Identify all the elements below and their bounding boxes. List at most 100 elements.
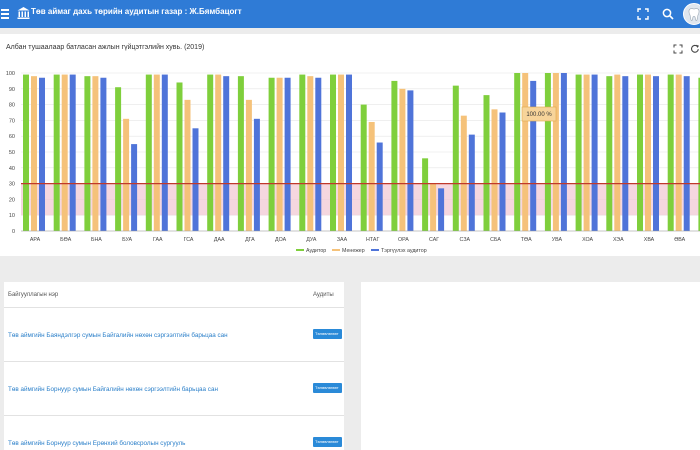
x-tick-label: ӨВА (674, 237, 685, 243)
bar-СБА-1 (491, 109, 498, 231)
bar-ХВА-0 (637, 74, 643, 231)
column-header-org: Байгууллагын нэр (8, 292, 59, 298)
bar-БУА-2 (131, 144, 138, 231)
bar-ГАА-2 (161, 74, 168, 231)
bar-ГАА-1 (153, 74, 160, 231)
avatar[interactable] (683, 3, 700, 25)
bar-ДОА-0 (268, 77, 275, 231)
bar-ӨВА-0 (667, 74, 674, 231)
table-row[interactable]: Төв аймгийн Борнуур сумын Ерөнхий боловс… (4, 416, 344, 450)
column-header-audit: Аудиты (313, 292, 334, 298)
x-tick-label: НТАГ (366, 237, 379, 243)
bar-ТӨА-1 (522, 73, 529, 231)
bar-ДГА-2 (253, 118, 260, 231)
bar-ЗАА-1 (338, 74, 344, 231)
menu-icon[interactable] (0, 4, 12, 24)
legend-label: Аудитор (306, 248, 326, 254)
y-tick-label: 80 (9, 103, 15, 109)
bar-ӨМ-0 (698, 77, 700, 231)
bar-АРА-2 (39, 77, 45, 231)
bar-ОРА-0 (391, 80, 398, 232)
bar-САГ-2 (438, 188, 445, 231)
bar-ДАА-1 (215, 74, 222, 231)
bar-БӨА-0 (53, 74, 60, 231)
x-tick-label: ХВА (644, 237, 655, 243)
bar-ТӨА-2 (530, 80, 537, 232)
bar-СБА-0 (483, 95, 490, 231)
bar-БНА-2 (100, 77, 107, 231)
bar-ДОА-2 (284, 77, 291, 231)
x-tick-label: ДУА (306, 237, 317, 243)
bar-ДУА-1 (307, 76, 314, 231)
status-badge: Төлөвлөгөөт (313, 329, 342, 339)
bar-ӨВА-1 (675, 74, 682, 231)
x-tick-label: ГСА (184, 237, 194, 243)
bar-ДОА-1 (276, 77, 283, 231)
bar-АРА-0 (23, 74, 29, 231)
tooltip-box (521, 106, 557, 122)
bar-НТАГ-0 (360, 104, 367, 231)
y-tick-label: 60 (9, 134, 15, 140)
status-badge: Төлөвлөгөөт (313, 383, 342, 393)
org-name-link[interactable]: Төв аймгийн Борнуур сумын Ерөнхий боловс… (8, 439, 186, 447)
bar-СЗА-0 (452, 85, 459, 231)
y-tick-label: 100 (6, 71, 15, 77)
fullscreen-icon[interactable] (673, 44, 683, 54)
legend-label: Менежер (342, 248, 365, 254)
bar-ДУА-0 (299, 74, 306, 231)
tooth-icon (688, 8, 700, 21)
bar-БУА-1 (123, 118, 130, 231)
x-tick-label: БУА (122, 237, 132, 243)
org-name-link[interactable]: Төв аймгийн Баяндэлгэр сумын Байгалийн н… (8, 331, 228, 339)
table-row[interactable]: Төв аймгийн Борнуур сумын Байгалийн нөхө… (4, 362, 344, 416)
org-name-link[interactable]: Төв аймгийн Борнуур сумын Байгалийн нөхө… (8, 385, 218, 393)
bar-ЗАА-2 (346, 74, 352, 231)
x-tick-label: БНА (91, 237, 102, 243)
x-tick-label: ДГА (245, 237, 255, 243)
bar-БНА-0 (84, 76, 91, 231)
bar-ДГА-0 (237, 76, 244, 231)
chart-title: Албан тушаалаар батласан ажлын гүйцэтгэл… (6, 44, 205, 51)
x-tick-label: БӨА (60, 237, 72, 243)
status-badge: Төлөвлөгөөт (313, 437, 342, 447)
bar-СБА-2 (499, 112, 506, 231)
bar-САГ-0 (422, 158, 429, 231)
bar-УВА-1 (552, 73, 559, 231)
bar-ХВА-1 (645, 74, 651, 231)
legend-label: Тэргүүлэх аудитор (381, 248, 427, 254)
x-tick-label: ХОА (582, 237, 593, 243)
table-row[interactable]: Төв аймгийн Баяндэлгэр сумын Байгалийн н… (4, 308, 344, 362)
bar-НТАГ-1 (368, 121, 375, 231)
bar-ДАА-2 (223, 76, 230, 231)
y-tick-label: 20 (9, 197, 15, 203)
x-tick-label: СБА (490, 237, 501, 243)
bar-БӨА-1 (61, 74, 68, 231)
header-divider (4, 307, 344, 308)
audit-table: Байгууллагын нэр Аудиты Төв аймгийн Баян… (4, 282, 344, 450)
bar-ДУА-2 (315, 77, 322, 231)
bar-ДГА-1 (245, 99, 252, 231)
threshold-band (21, 183, 700, 216)
top-bar: Төв аймаг дахь төрийн аудитын газар : Ж.… (0, 0, 700, 28)
bar-САГ-1 (430, 183, 437, 231)
bar-ГСА-1 (184, 99, 191, 231)
bank-icon (17, 7, 30, 19)
bar-ХЭА-0 (606, 76, 613, 231)
y-tick-label: 30 (9, 182, 15, 188)
bar-ӨВА-2 (683, 76, 690, 231)
x-tick-label: УВА (552, 237, 563, 243)
x-tick-label: ТӨА (521, 237, 532, 243)
x-tick-label: ЗАА (337, 237, 348, 243)
y-tick-label: 70 (9, 118, 15, 124)
app-title: Төв аймаг дахь төрийн аудитын газар : Ж.… (31, 7, 242, 16)
search-icon[interactable] (661, 7, 675, 21)
bar-ГСА-0 (176, 82, 183, 231)
bar-УВА-0 (544, 73, 551, 231)
bar-ХОА-1 (583, 74, 590, 231)
x-tick-label: САГ (429, 237, 439, 243)
refresh-icon[interactable] (690, 44, 700, 54)
x-tick-label: ДОА (275, 237, 287, 243)
bar-БУА-0 (115, 87, 122, 231)
fullscreen-icon[interactable] (636, 7, 650, 21)
bar-ХЭА-1 (614, 74, 621, 231)
